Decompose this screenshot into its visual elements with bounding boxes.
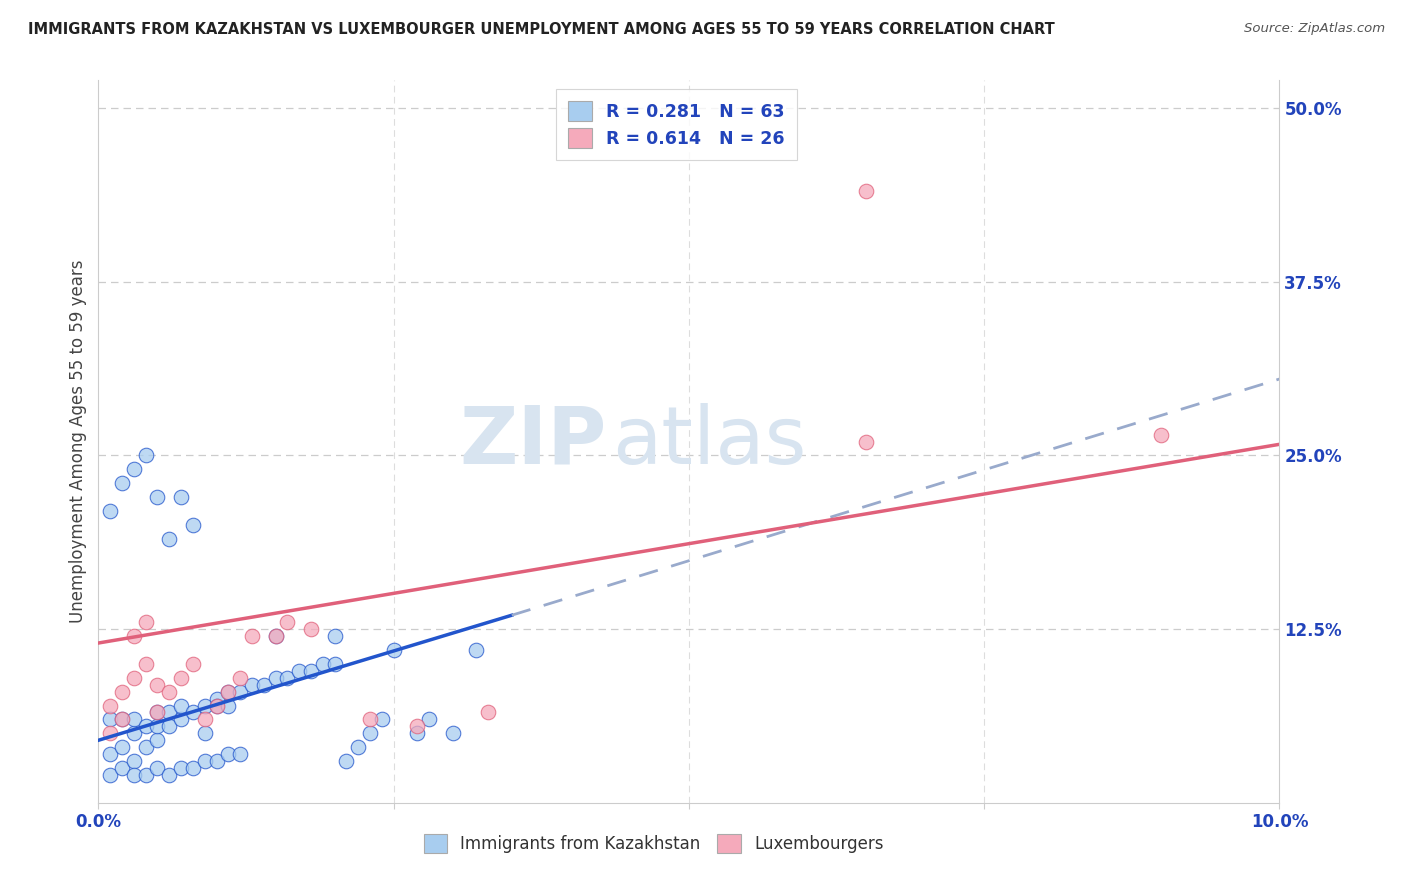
Point (122, 713, 145, 727)
Point (181, 761, 204, 775)
Point (157, 532, 180, 546)
Point (406, 726, 429, 740)
Point (229, 747, 252, 761)
Point (170, 713, 193, 727)
Point (98, 726, 121, 740)
Point (157, 706, 180, 720)
Point (111, 713, 134, 727)
Legend: Immigrants from Kazakhstan, Luxembourgers: Immigrants from Kazakhstan, Luxembourger… (418, 827, 890, 860)
Point (406, 719, 429, 733)
Point (465, 643, 488, 657)
Point (170, 698, 193, 713)
Point (146, 733, 169, 747)
Point (122, 671, 145, 685)
Point (217, 684, 239, 698)
Point (205, 698, 228, 713)
Point (135, 719, 157, 733)
Point (382, 643, 405, 657)
Point (371, 713, 394, 727)
Point (146, 490, 169, 504)
Point (855, 434, 877, 449)
Text: ZIP: ZIP (458, 402, 606, 481)
Point (98, 504, 121, 518)
Point (111, 713, 134, 727)
Point (146, 678, 169, 692)
Point (98, 698, 121, 713)
Point (194, 713, 217, 727)
Point (229, 671, 252, 685)
Point (122, 768, 145, 782)
Point (299, 664, 322, 678)
Point (264, 629, 287, 643)
Point (359, 713, 381, 727)
Point (347, 740, 370, 755)
Point (157, 684, 180, 698)
Point (111, 761, 134, 775)
Point (264, 671, 287, 685)
Point (181, 706, 204, 720)
Point (146, 719, 169, 733)
Point (135, 449, 157, 463)
Point (146, 761, 169, 775)
Point (122, 754, 145, 768)
Point (240, 629, 263, 643)
Point (276, 671, 298, 685)
Point (170, 671, 193, 685)
Point (418, 713, 440, 727)
Point (135, 615, 157, 630)
Point (205, 691, 228, 706)
Point (194, 726, 217, 740)
Text: IMMIGRANTS FROM KAZAKHSTAN VS LUXEMBOURGER UNEMPLOYMENT AMONG AGES 55 TO 59 YEAR: IMMIGRANTS FROM KAZAKHSTAN VS LUXEMBOURG… (28, 22, 1054, 37)
Point (98, 713, 121, 727)
Point (288, 664, 311, 678)
Point (122, 462, 145, 476)
Text: atlas: atlas (612, 402, 807, 481)
Point (253, 678, 276, 692)
Point (229, 684, 252, 698)
Point (122, 726, 145, 740)
Point (170, 490, 193, 504)
Point (264, 629, 287, 643)
Point (157, 768, 180, 782)
Point (194, 754, 217, 768)
Point (98, 747, 121, 761)
Point (205, 754, 228, 768)
Point (122, 629, 145, 643)
Point (217, 747, 239, 761)
Point (359, 726, 381, 740)
Point (146, 706, 169, 720)
Point (217, 684, 239, 698)
Point (477, 706, 499, 720)
Point (181, 657, 204, 671)
Point (111, 740, 134, 755)
Point (194, 698, 217, 713)
Point (111, 476, 134, 491)
Text: Source: ZipAtlas.com: Source: ZipAtlas.com (1244, 22, 1385, 36)
Point (323, 657, 346, 671)
Point (98, 768, 121, 782)
Point (441, 726, 464, 740)
Point (240, 678, 263, 692)
Point (299, 622, 322, 636)
Point (323, 629, 346, 643)
Point (135, 768, 157, 782)
Point (217, 698, 239, 713)
Point (135, 657, 157, 671)
Point (111, 684, 134, 698)
Point (170, 761, 193, 775)
Point (312, 657, 335, 671)
Y-axis label: Unemployment Among Ages 55 to 59 years: Unemployment Among Ages 55 to 59 years (69, 260, 87, 624)
Point (135, 740, 157, 755)
Point (276, 615, 298, 630)
Point (157, 719, 180, 733)
Point (146, 706, 169, 720)
Point (855, 185, 877, 199)
Point (205, 698, 228, 713)
Point (335, 754, 357, 768)
Point (181, 517, 204, 532)
Point (1150, 427, 1173, 442)
